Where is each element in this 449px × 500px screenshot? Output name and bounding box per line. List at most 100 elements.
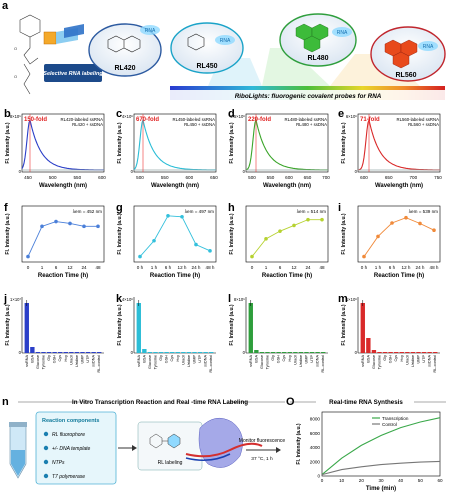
category-label: Hcy xyxy=(64,355,68,362)
category-label: Gly xyxy=(383,355,387,361)
time-point xyxy=(404,215,408,220)
bar xyxy=(197,352,203,353)
bar xyxy=(203,352,208,353)
time-point xyxy=(26,254,30,259)
time-point xyxy=(96,224,100,229)
time-point xyxy=(152,238,156,243)
time-point xyxy=(54,219,58,224)
y-axis-label: Fl. Intensity (a.u.) xyxy=(5,304,11,345)
x-axis-label: Wavelength (nm) xyxy=(263,183,311,189)
x-tick: 30 xyxy=(378,478,384,483)
y-tick: 6000 xyxy=(310,431,321,436)
category-label: Glucose xyxy=(36,355,40,369)
time-point xyxy=(306,217,310,222)
x-axis-label: Reaction Time (h) xyxy=(150,273,200,279)
panel-letter-e: e xyxy=(338,108,345,120)
components-box xyxy=(35,411,117,485)
rl-labeling-text: RL labeling xyxy=(158,460,183,466)
legend-control: RL420 + ssDNA xyxy=(72,122,103,127)
time-panel-g: λem = 497 nm 0 h 1 h 6 h 12 h 24 h 48 h Reactio… xyxy=(117,205,217,279)
panel-n-title: In Vitro Transcription Reaction and Real… xyxy=(72,399,248,406)
y-axis-label: Fl. Intensity (a.u.) xyxy=(229,122,235,163)
category-label: Cys xyxy=(170,355,174,362)
x-tick: 450 xyxy=(24,175,32,180)
banner-box xyxy=(170,90,445,100)
panel-a: RiboLights: fluorogenic covalent probes … xyxy=(14,13,446,100)
spectrum-curve-labeled xyxy=(245,118,328,171)
panel-o: Real-time RNA Synthesis TranscriptionCont… xyxy=(290,399,446,492)
y-tick: 8000 xyxy=(310,417,321,422)
em-label: λem = 452 nm xyxy=(73,209,102,214)
component-4: T7 polymerase xyxy=(52,474,85,480)
time-line xyxy=(363,217,435,257)
legend-control: Control xyxy=(382,422,397,427)
plot-frame xyxy=(21,205,105,263)
bar xyxy=(421,352,427,353)
category-label: Hcy xyxy=(288,355,292,362)
components-box-title: Reaction components xyxy=(42,418,99,424)
category-label: Tyrosine xyxy=(378,355,382,369)
fold-label: 670-fold xyxy=(136,117,159,123)
selective-label-box xyxy=(44,64,102,82)
time-point xyxy=(390,221,394,225)
category-label: Uridine xyxy=(299,355,303,367)
time-point xyxy=(418,221,422,226)
bar xyxy=(304,352,309,353)
bar xyxy=(74,352,80,353)
category-label: Uracil xyxy=(69,355,73,365)
bar xyxy=(136,303,141,353)
x-tick: 0 xyxy=(321,478,324,483)
x-tick: 700 xyxy=(409,175,417,180)
legend-control: RL480 + ssDNA xyxy=(296,122,327,127)
components-list: RL fluorophore +/- DNA template NTPs T7 … xyxy=(43,431,91,480)
category-label: UMP xyxy=(81,355,85,364)
category-label: ssRNA xyxy=(25,355,29,367)
x-tick: 48 h xyxy=(430,265,439,270)
bar xyxy=(360,303,365,353)
x-axis-label: Reaction Time (h) xyxy=(262,273,312,279)
y-max-tick: 2.5×10⁶ xyxy=(230,114,245,119)
category-label: Uracil xyxy=(293,355,297,365)
bar xyxy=(265,352,270,353)
bar xyxy=(153,352,158,353)
panel-letter-h: h xyxy=(228,202,235,214)
rl-molecule-icon xyxy=(149,433,181,449)
bar xyxy=(170,352,175,353)
category-label: Uridine xyxy=(187,355,191,367)
time-line xyxy=(27,221,98,257)
time-point xyxy=(138,254,142,259)
time-point xyxy=(250,254,254,259)
bar xyxy=(416,352,421,353)
bar xyxy=(394,352,399,353)
y-axis-label: Fl. Intensity (a.u.) xyxy=(341,304,347,345)
x-tick: 650 xyxy=(385,175,393,180)
category-label: UMP xyxy=(305,355,309,364)
category-label: ssDNA xyxy=(316,355,320,367)
plot-frame xyxy=(245,113,329,173)
x-tick: 1 xyxy=(41,265,44,270)
bar xyxy=(270,352,276,353)
time-panel-i: λem = 539 nm 0 h 1 h 6 h 12 h 24 h 48 h Reactio… xyxy=(341,205,441,279)
x-tick: 500 xyxy=(248,175,256,180)
bar xyxy=(69,352,74,353)
time-point xyxy=(278,229,282,233)
bar xyxy=(282,352,287,353)
category-label: ssDNA xyxy=(204,355,208,367)
x-tick: 12 h xyxy=(402,265,411,270)
category-label: Gly xyxy=(47,355,51,361)
bar xyxy=(405,352,410,353)
y-zero-tick: 0 xyxy=(131,350,134,355)
bar xyxy=(293,352,298,353)
category-label: Hcy xyxy=(400,355,404,362)
category-label: GSH xyxy=(165,355,169,363)
panel-letter-m: m xyxy=(338,293,348,305)
x-tick: 48 xyxy=(95,265,101,270)
bar xyxy=(30,347,35,353)
bar xyxy=(410,352,416,353)
legend-labeled: RL480-labeled ssRNA xyxy=(284,117,327,122)
spectrum-curve-labeled xyxy=(21,118,104,171)
banner-text: RiboLights: fluorogenic covalent probes … xyxy=(235,93,382,100)
